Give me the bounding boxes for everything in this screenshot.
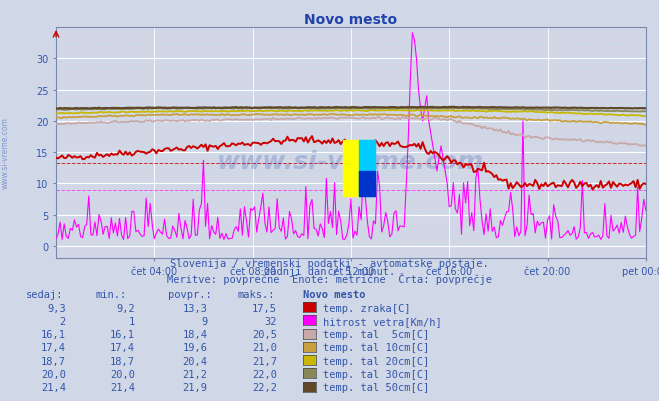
Text: zadnji dan / 5 minut.: zadnji dan / 5 minut. (264, 267, 395, 277)
Title: Novo mesto: Novo mesto (304, 13, 397, 27)
Text: 9,2: 9,2 (117, 303, 135, 313)
Text: 21,7: 21,7 (252, 356, 277, 366)
Text: 20,0: 20,0 (41, 369, 66, 379)
Text: 19,6: 19,6 (183, 342, 208, 352)
Text: 18,7: 18,7 (41, 356, 66, 366)
Text: 32: 32 (264, 316, 277, 326)
Text: Meritve: povprečne  Enote: metrične  Črta: povprečje: Meritve: povprečne Enote: metrične Črta:… (167, 273, 492, 285)
Text: maks.:: maks.: (237, 290, 275, 300)
Text: 21,4: 21,4 (110, 382, 135, 392)
Text: 17,4: 17,4 (110, 342, 135, 352)
Text: temp. tal 30cm[C]: temp. tal 30cm[C] (323, 369, 429, 379)
Text: www.si-vreme.com: www.si-vreme.com (217, 150, 484, 174)
Text: hitrost vetra[Km/h]: hitrost vetra[Km/h] (323, 316, 442, 326)
Text: temp. tal 20cm[C]: temp. tal 20cm[C] (323, 356, 429, 366)
Text: 18,4: 18,4 (183, 329, 208, 339)
Text: 16,1: 16,1 (41, 329, 66, 339)
Text: sedaj:: sedaj: (26, 290, 64, 300)
Text: 13,3: 13,3 (183, 303, 208, 313)
Text: www.si-vreme.com: www.si-vreme.com (1, 117, 10, 188)
Text: 2: 2 (60, 316, 66, 326)
Text: Novo mesto: Novo mesto (303, 290, 366, 300)
Text: 16,1: 16,1 (110, 329, 135, 339)
Text: 22,0: 22,0 (252, 369, 277, 379)
Text: 21,4: 21,4 (41, 382, 66, 392)
Text: 9: 9 (202, 316, 208, 326)
Text: temp. tal 50cm[C]: temp. tal 50cm[C] (323, 382, 429, 392)
Text: 20,5: 20,5 (252, 329, 277, 339)
Text: 18,7: 18,7 (110, 356, 135, 366)
Text: 20,0: 20,0 (110, 369, 135, 379)
Text: 9,3: 9,3 (47, 303, 66, 313)
Text: 21,2: 21,2 (183, 369, 208, 379)
Text: temp. tal 10cm[C]: temp. tal 10cm[C] (323, 342, 429, 352)
Text: temp. tal  5cm[C]: temp. tal 5cm[C] (323, 329, 429, 339)
Text: 22,2: 22,2 (252, 382, 277, 392)
Text: 21,9: 21,9 (183, 382, 208, 392)
Text: 17,4: 17,4 (41, 342, 66, 352)
Text: Slovenija / vremenski podatki - avtomatske postaje.: Slovenija / vremenski podatki - avtomats… (170, 259, 489, 269)
Text: 21,0: 21,0 (252, 342, 277, 352)
Text: 17,5: 17,5 (252, 303, 277, 313)
Text: 1: 1 (129, 316, 135, 326)
Text: 20,4: 20,4 (183, 356, 208, 366)
Text: povpr.:: povpr.: (168, 290, 212, 300)
Text: temp. zraka[C]: temp. zraka[C] (323, 303, 411, 313)
Text: min.:: min.: (96, 290, 127, 300)
